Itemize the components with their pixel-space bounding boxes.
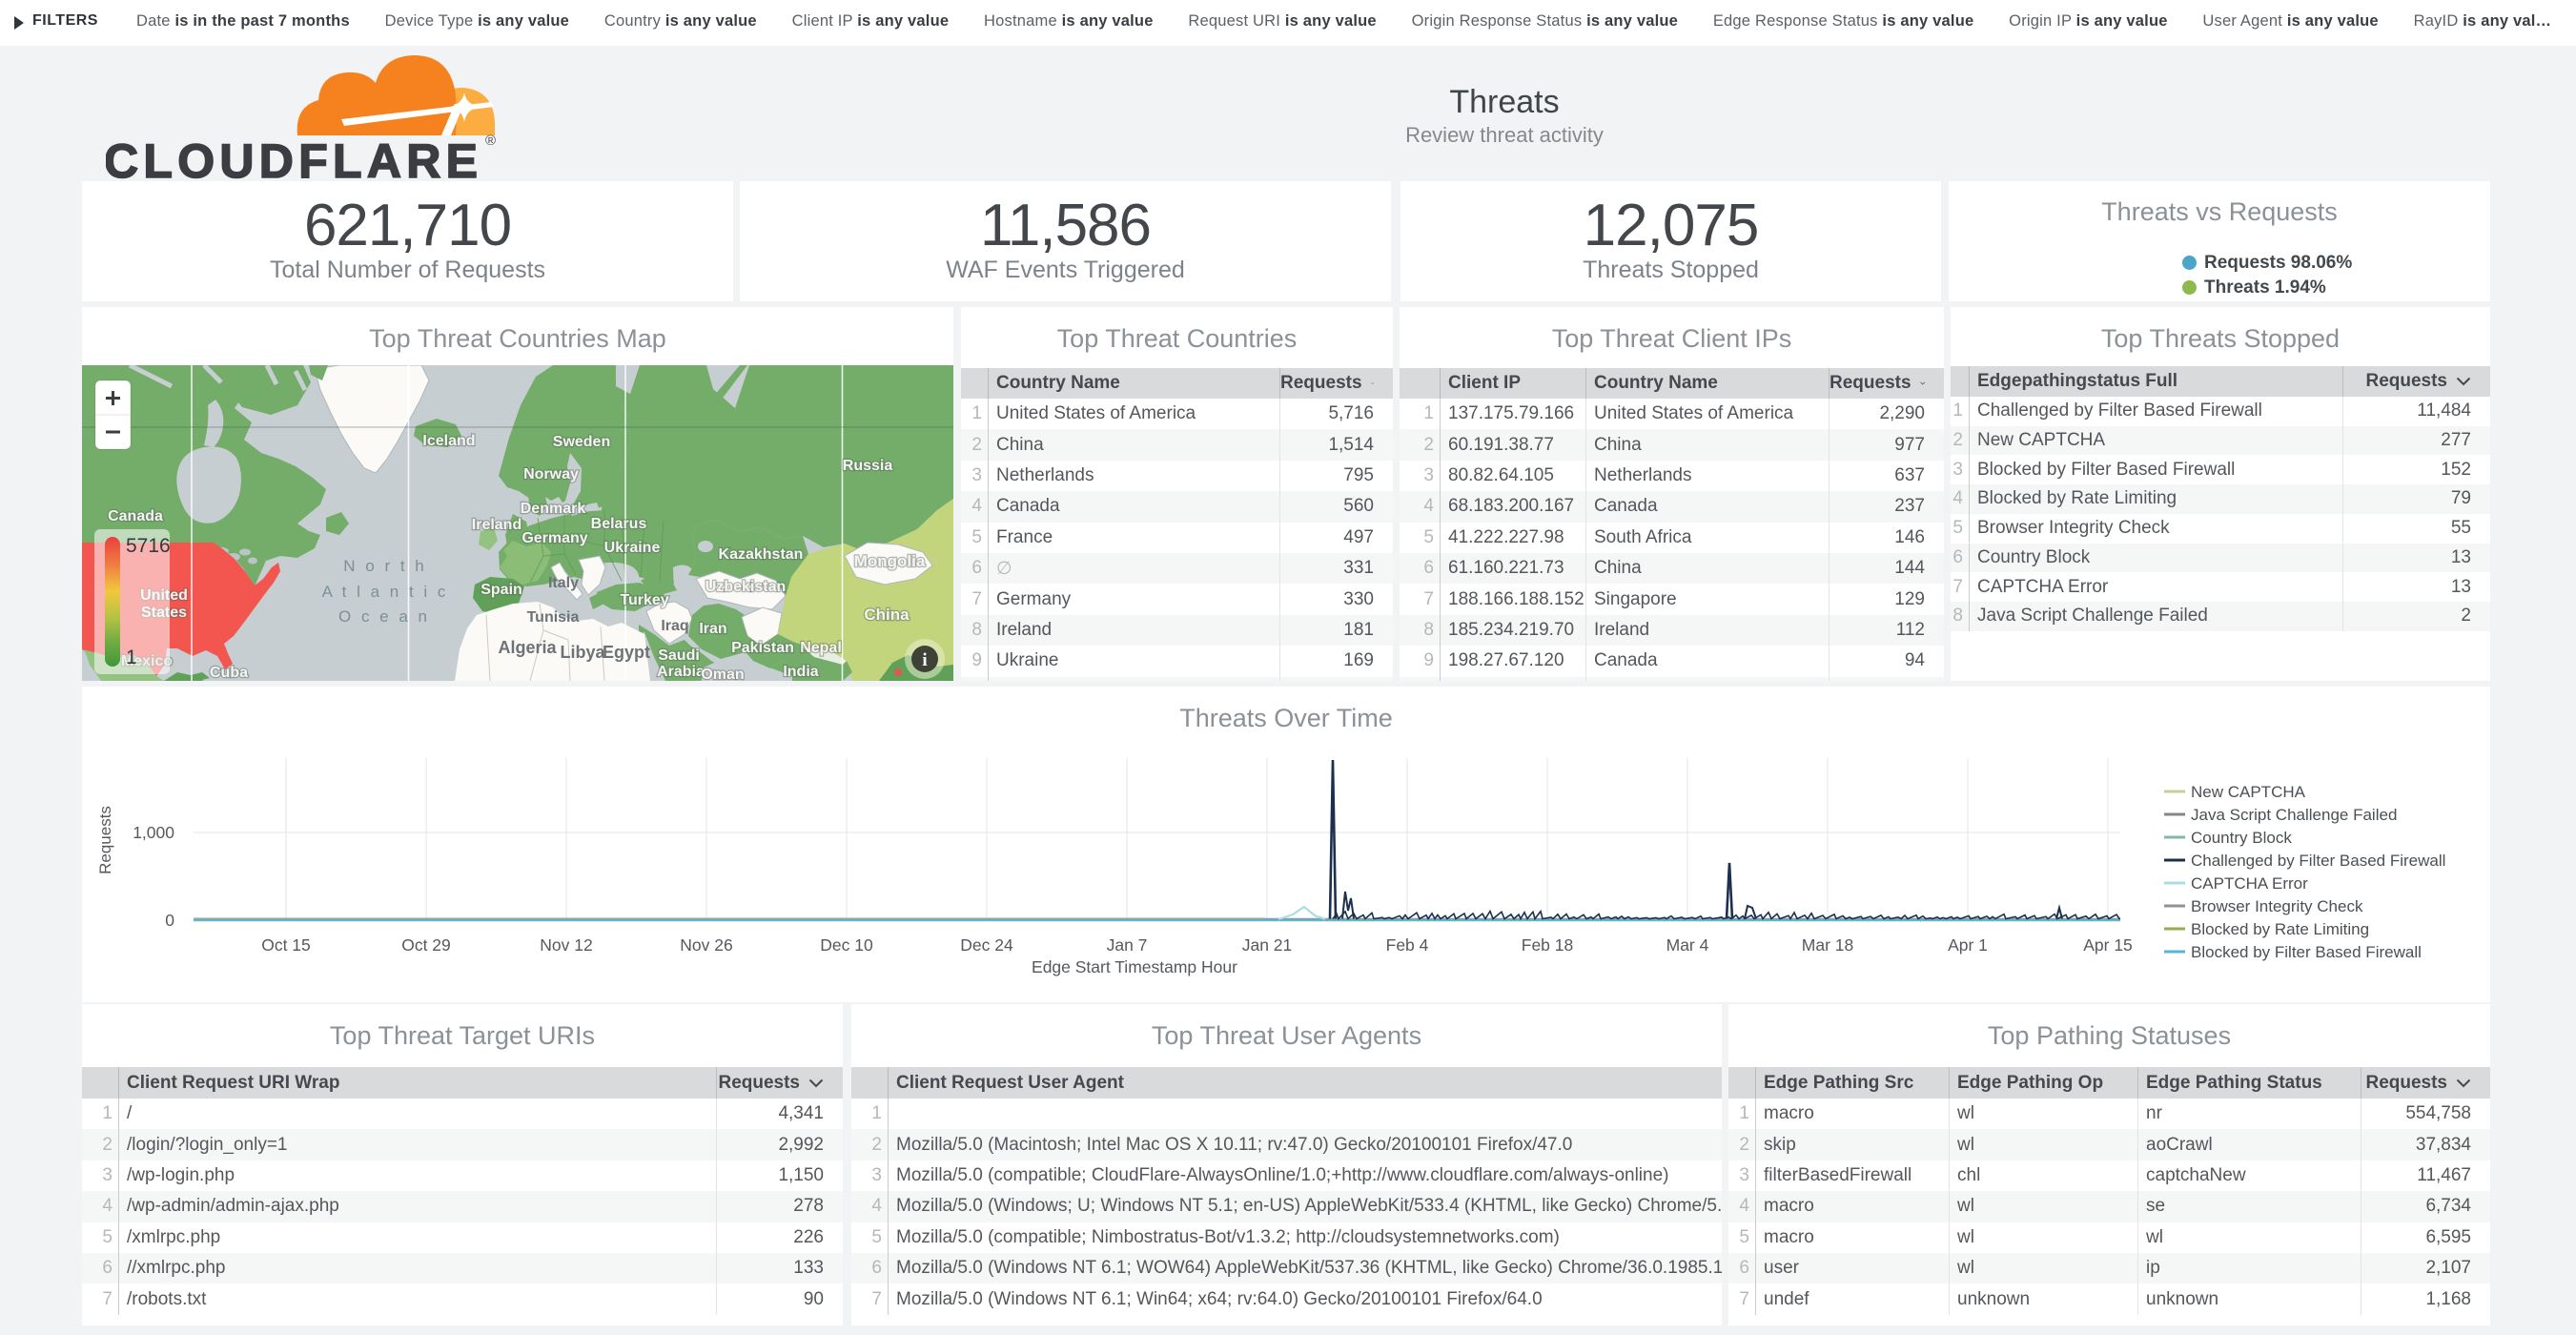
svg-text:Dec 10: Dec 10 [820, 935, 873, 955]
svg-text:Egypt: Egypt [603, 643, 650, 662]
svg-text:Dec 24: Dec 24 [960, 935, 1013, 955]
svg-text:China: China [864, 606, 910, 624]
svg-text:Cuba: Cuba [210, 665, 248, 681]
svg-text:Browser Integrity Check: Browser Integrity Check [2191, 897, 2363, 915]
svg-text:Belarus: Belarus [591, 516, 647, 532]
svg-text:Pakistan: Pakistan [731, 640, 794, 656]
svg-text:Blocked by Filter Based Firewa: Blocked by Filter Based Firewall [2191, 943, 2422, 961]
svg-text:Apr 1: Apr 1 [1948, 935, 1988, 955]
svg-text:Jan 7: Jan 7 [1107, 935, 1148, 955]
svg-text:Norway: Norway [523, 466, 579, 483]
svg-text:Spain: Spain [480, 582, 522, 598]
svg-text:Edge Start Timestamp Hour: Edge Start Timestamp Hour [1032, 957, 1237, 976]
svg-text:India: India [783, 664, 818, 680]
svg-text:Feb 4: Feb 4 [1386, 935, 1429, 955]
svg-text:CLOUDFLARE: CLOUDFLARE [106, 134, 480, 181]
svg-text:Apr 15: Apr 15 [2083, 935, 2133, 955]
svg-text:1,000: 1,000 [133, 823, 174, 842]
svg-text:Iceland: Iceland [422, 433, 475, 449]
svg-text:N o r t h: N o r t h [343, 557, 426, 575]
svg-text:Challenged by Filter Based Fir: Challenged by Filter Based Firewall [2191, 852, 2445, 870]
svg-text:Arabia: Arabia [657, 664, 705, 680]
svg-text:®: ® [485, 133, 496, 149]
svg-text:Oct 29: Oct 29 [401, 935, 451, 955]
svg-text:Oct 15: Oct 15 [261, 935, 311, 955]
svg-text:Nepal: Nepal [800, 640, 842, 656]
svg-text:Feb 18: Feb 18 [1522, 935, 1573, 955]
svg-text:Italy: Italy [548, 575, 579, 591]
svg-text:Jan 21: Jan 21 [1242, 935, 1293, 955]
svg-text:Algeria: Algeria [498, 638, 557, 657]
svg-text:New CAPTCHA: New CAPTCHA [2191, 783, 2306, 801]
svg-text:Sweden: Sweden [553, 434, 610, 450]
svg-text:Kazakhstan: Kazakhstan [719, 546, 804, 563]
svg-text:Requests: Requests [96, 806, 114, 874]
svg-text:Java Script Challenge Failed: Java Script Challenge Failed [2191, 806, 2397, 824]
svg-text:Turkey: Turkey [620, 592, 668, 608]
svg-text:Iran: Iran [699, 621, 726, 637]
svg-text:5716: 5716 [126, 535, 171, 557]
svg-text:Tunisia: Tunisia [527, 609, 580, 626]
svg-text:A t l a n t i c: A t l a n t i c [322, 583, 449, 601]
svg-text:Mar 4: Mar 4 [1666, 935, 1709, 955]
svg-text:Ukraine: Ukraine [604, 540, 661, 556]
svg-text:1: 1 [126, 647, 137, 668]
svg-text:Saudi: Saudi [658, 647, 700, 664]
svg-text:Oman: Oman [701, 667, 744, 681]
svg-text:Germany: Germany [521, 530, 587, 546]
svg-text:Nov 26: Nov 26 [680, 935, 732, 955]
svg-text:Libya: Libya [560, 643, 605, 662]
svg-text:Ireland: Ireland [472, 517, 521, 533]
svg-text:CAPTCHA Error: CAPTCHA Error [2191, 874, 2308, 893]
svg-text:Russia: Russia [843, 458, 893, 474]
svg-text:Country Block: Country Block [2191, 829, 2292, 847]
svg-text:O c e a n: O c e a n [338, 607, 430, 626]
svg-text:Mongolia: Mongolia [854, 552, 926, 570]
svg-text:Mar 18: Mar 18 [1802, 935, 1853, 955]
svg-text:Denmark: Denmark [521, 501, 586, 517]
svg-text:Nov 12: Nov 12 [540, 935, 592, 955]
svg-text:Uzbekistan: Uzbekistan [705, 579, 786, 595]
svg-text:i: i [922, 650, 927, 670]
svg-text:Iraq: Iraq [661, 618, 688, 634]
svg-text:Canada: Canada [108, 508, 163, 524]
svg-text:Blocked by Rate Limiting: Blocked by Rate Limiting [2191, 920, 2369, 938]
svg-text:0: 0 [165, 911, 174, 930]
